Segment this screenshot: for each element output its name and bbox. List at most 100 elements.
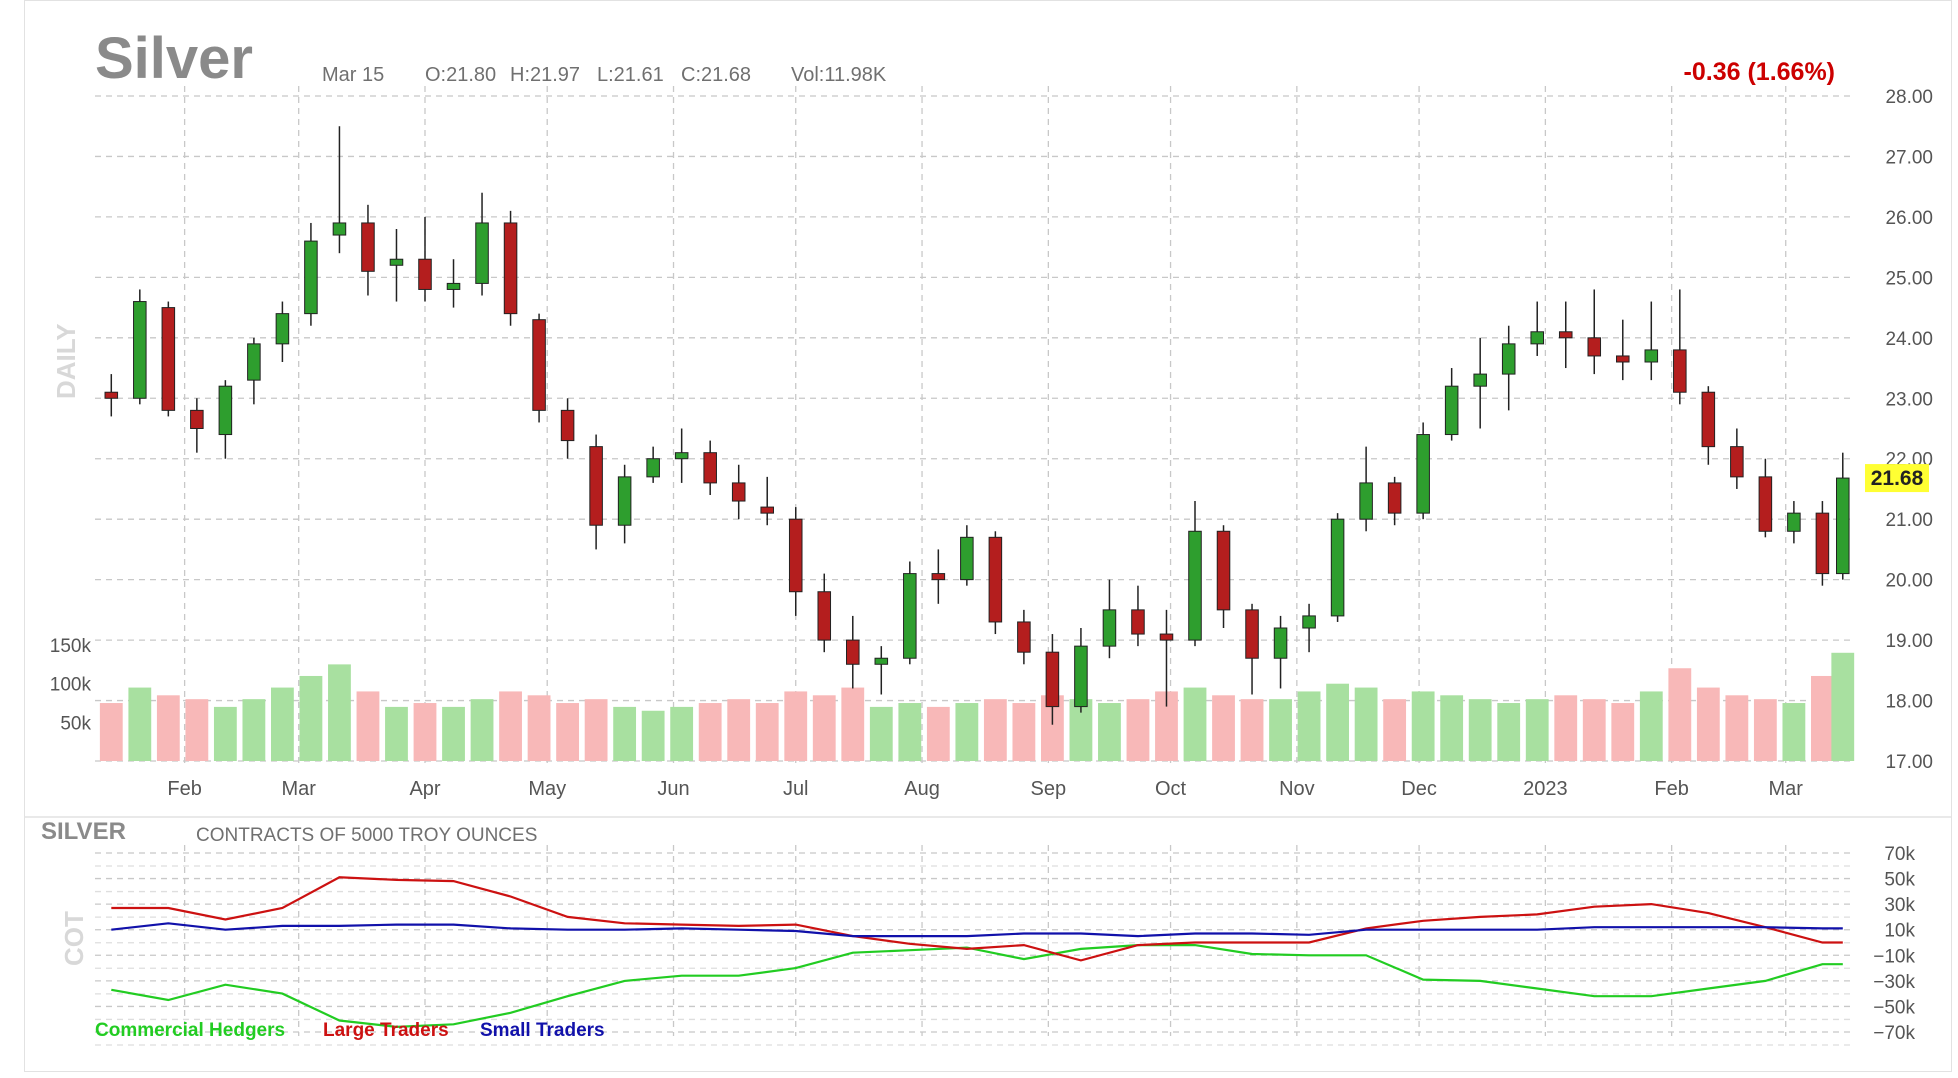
time-tick-label: 2023: [1523, 778, 1568, 800]
cot-lines: [111, 876, 1843, 1029]
candle-body: [1245, 609, 1259, 659]
volume-bar: [698, 703, 722, 761]
candle-body: [1587, 337, 1602, 357]
candle-body: [1359, 482, 1373, 520]
volume-bar: [1782, 703, 1806, 761]
volume-tick-label: 50k: [60, 713, 91, 734]
legend-commercial-hedgers: Commercial Hedgers: [95, 1020, 285, 1041]
candle-body: [617, 476, 632, 526]
volume-bar: [1354, 687, 1378, 761]
price-axis: 28.0027.0026.0025.0024.0023.0022.0021.00…: [1885, 87, 1933, 773]
quote-date: Mar 15: [322, 64, 384, 86]
volume-bar: [356, 691, 380, 761]
quote-high: H:21.97: [510, 64, 580, 86]
candle-body: [1473, 373, 1487, 387]
volume-bar: [1753, 699, 1777, 761]
candle-body: [1701, 391, 1716, 448]
price-tick-label: 18.00: [1885, 692, 1933, 713]
time-tick-label: Aug: [904, 778, 940, 800]
candle-body: [646, 458, 660, 478]
volume-bar: [556, 703, 579, 761]
cot-subtitle: CONTRACTS OF 5000 TROY OUNCES: [196, 825, 537, 846]
cot-tick-label: −70k: [1873, 1023, 1915, 1044]
candle-body: [846, 639, 860, 665]
cot-tick-label: 10k: [1884, 921, 1915, 942]
candle-body: [446, 282, 461, 290]
volume-bar: [99, 703, 123, 761]
volume-bar: [271, 687, 294, 761]
quote-close: C:21.68: [681, 64, 751, 86]
legend-large-traders: Large Traders: [323, 1020, 449, 1041]
time-tick-label: Jul: [783, 778, 809, 800]
volume-bar: [499, 691, 522, 761]
volume-bar: [328, 664, 351, 761]
candle-body: [161, 307, 176, 411]
volume-bar: [1525, 699, 1549, 761]
volume-tick-label: 100k: [50, 675, 92, 696]
volume-bar: [926, 706, 950, 761]
volume-bar: [784, 691, 808, 761]
volume-bar: [470, 699, 494, 761]
cot-tick-label: −10k: [1873, 946, 1915, 967]
chart-canvas: Silver Mar 15 O:21.80 H:21.97 L:21.61 C:…: [25, 26, 1951, 1046]
cot-symbol: SILVER: [41, 818, 126, 845]
time-tick-label: Dec: [1401, 778, 1437, 800]
volume-bar: [1440, 695, 1464, 761]
candle-body: [1501, 343, 1516, 375]
time-tick-label: Oct: [1155, 778, 1187, 800]
time-axis: Feb Mar Apr May Jun Jul Aug Sep Oct Nov Dec 2023 Feb…: [167, 778, 1803, 800]
candle-body: [275, 313, 290, 345]
volume-bar: [641, 710, 665, 761]
last-price-tag-bg: [1865, 464, 1929, 493]
volume-bar: [727, 699, 751, 761]
quote-volume: Vol:11.98K: [791, 64, 887, 86]
price-tick-label: 19.00: [1885, 631, 1933, 652]
volume-bar: [1155, 691, 1178, 761]
volume-bar: [442, 706, 465, 761]
candle-body: [475, 222, 489, 284]
cot-series-line: [111, 922, 1843, 938]
candle-body: [1530, 331, 1544, 345]
legend-small-traders: Small Traders: [480, 1020, 605, 1041]
time-tick-label: Nov: [1279, 778, 1315, 800]
volume-bar: [755, 703, 779, 761]
volume-bar: [1668, 668, 1692, 761]
side-label-daily: DAILY: [51, 323, 81, 399]
candle-body: [104, 391, 119, 399]
candle-body: [931, 573, 946, 581]
candle-body: [1387, 482, 1402, 514]
time-tick-label: Feb: [167, 778, 201, 800]
candle-body: [874, 657, 889, 665]
volume-bar: [299, 675, 323, 761]
candle-body: [1102, 609, 1117, 647]
volume-bar: [1831, 652, 1855, 761]
volume-bar: [1725, 695, 1749, 761]
candle-body: [1159, 633, 1174, 641]
volume-bar: [1696, 687, 1720, 761]
volume-bar: [213, 706, 237, 761]
volume-bar: [156, 695, 180, 761]
volume-bar: [1041, 695, 1064, 761]
volume-bar: [812, 695, 836, 761]
volume-bar: [1411, 691, 1435, 761]
time-tick-label: May: [528, 778, 566, 800]
side-label-cot: COT: [59, 911, 89, 966]
candle-body: [1188, 530, 1202, 641]
last-price-value: 21.68: [1871, 467, 1924, 490]
volume-bar: [1098, 703, 1121, 761]
time-tick-label: Jun: [657, 778, 689, 800]
time-tick-label: Apr: [409, 778, 440, 800]
price-tick-label: 17.00: [1885, 752, 1933, 773]
candle-body: [1074, 645, 1088, 708]
volume-bar: [869, 706, 893, 761]
volume-bar: [955, 703, 979, 761]
price-grid: [95, 86, 1855, 766]
price-tick-label: 27.00: [1885, 147, 1933, 168]
candle-body: [532, 319, 546, 411]
cot-series-line: [111, 876, 1843, 962]
candle-body: [1416, 434, 1430, 514]
candle-body: [960, 536, 974, 581]
candle-body: [1616, 355, 1630, 363]
volume-bar: [584, 699, 608, 761]
price-tick-label: 20.00: [1885, 571, 1933, 592]
